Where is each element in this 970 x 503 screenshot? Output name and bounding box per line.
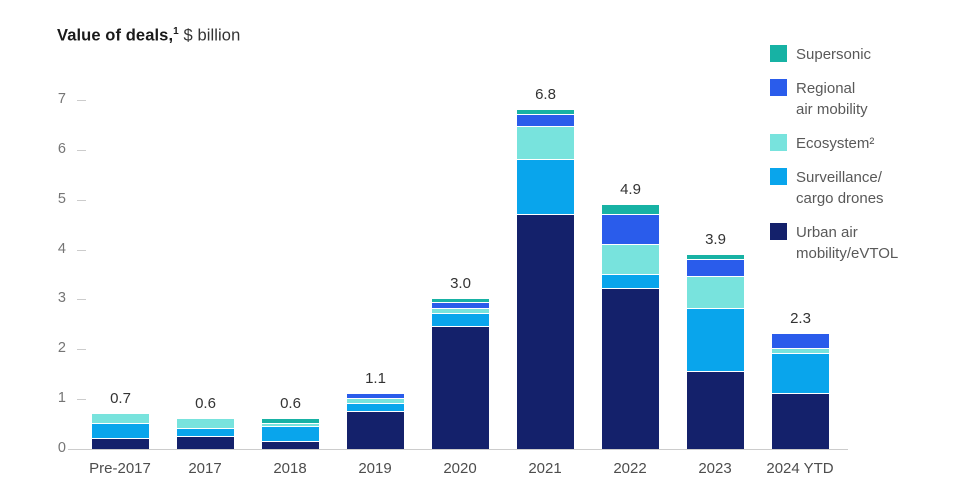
chart-title: Value of deals,1 $ billion bbox=[57, 26, 240, 46]
bar-total-label: 0.6 bbox=[280, 395, 301, 413]
x-axis-label: 2018 bbox=[273, 460, 307, 477]
y-tick-label: 5 bbox=[57, 190, 66, 207]
x-axis-label: 2024 YTD bbox=[766, 460, 834, 477]
bar-segment-ecosystem bbox=[517, 127, 574, 160]
bar-segment-urban bbox=[92, 439, 149, 449]
bar-total-label: 3.9 bbox=[705, 230, 726, 248]
legend-label: Urban air mobility/eVTOL bbox=[796, 224, 899, 262]
legend: Supersonic Regional air mobility Ecosystem… bbox=[770, 44, 898, 264]
y-tick-label: 4 bbox=[57, 240, 66, 257]
bar-segment-supersonic bbox=[602, 204, 659, 215]
legend-item: Urban air mobility/eVTOL bbox=[770, 222, 898, 264]
bar-segment-surveillance bbox=[602, 274, 659, 290]
bar-total-label: 0.7 bbox=[110, 390, 131, 408]
x-axis-label: 2017 bbox=[188, 460, 222, 477]
bar-segment-urban bbox=[517, 214, 574, 449]
y-tick-dash bbox=[77, 349, 86, 351]
bar-segment-regional bbox=[602, 214, 659, 245]
bar-segment-ecosystem bbox=[262, 424, 319, 427]
legend-item: Surveillance/ cargo drones bbox=[770, 167, 898, 209]
bar-segment-urban bbox=[772, 394, 829, 449]
bar-segment-ecosystem bbox=[432, 309, 489, 315]
bar-segment-supersonic bbox=[517, 109, 574, 115]
bar-segment-supersonic bbox=[262, 419, 319, 425]
legend-label: Surveillance/ cargo drones bbox=[796, 169, 884, 207]
legend-label: Supersonic bbox=[796, 46, 872, 63]
bar-segment-regional bbox=[517, 114, 574, 128]
bar-segment-surveillance bbox=[432, 314, 489, 327]
y-tick-label: 3 bbox=[57, 290, 66, 307]
bar-segment-surveillance bbox=[92, 424, 149, 440]
x-axis-label: 2019 bbox=[358, 460, 392, 477]
y-tick-dash bbox=[77, 299, 86, 301]
bar-total-label: 6.8 bbox=[535, 85, 556, 103]
bar-total-label: 0.6 bbox=[195, 395, 216, 413]
bar-segment-ecosystem bbox=[177, 419, 234, 430]
bar-segment-regional bbox=[432, 303, 489, 310]
legend-item: Ecosystem² bbox=[770, 133, 898, 154]
legend-swatch-regional bbox=[770, 79, 787, 96]
bar-segment-regional bbox=[772, 334, 829, 350]
y-tick-dash bbox=[77, 249, 86, 251]
legend-item: Supersonic bbox=[770, 44, 898, 65]
bar-total-label: 2.3 bbox=[790, 310, 811, 328]
y-tick-dash bbox=[77, 199, 86, 201]
y-tick-label: 7 bbox=[57, 91, 66, 107]
x-axis-label: 2023 bbox=[698, 460, 732, 477]
x-axis-label: 2021 bbox=[528, 460, 562, 477]
chart-title-main: Value of deals, bbox=[57, 26, 174, 45]
legend-label: Regional air mobility bbox=[796, 80, 868, 118]
x-axis-label: Pre-2017 bbox=[89, 460, 151, 477]
bar-total-label: 3.0 bbox=[450, 275, 471, 293]
bar-segment-urban bbox=[347, 411, 404, 449]
bar-segment-surveillance bbox=[177, 429, 234, 437]
y-tick-dash bbox=[77, 100, 86, 101]
bar-segment-surveillance bbox=[517, 159, 574, 215]
bar-segment-supersonic bbox=[432, 299, 489, 304]
bar-segment-supersonic bbox=[687, 254, 744, 260]
bar-segment-surveillance bbox=[347, 404, 404, 412]
bar-segment-ecosystem bbox=[602, 244, 659, 275]
y-tick-dash bbox=[77, 399, 86, 401]
y-tick-dash bbox=[77, 149, 86, 151]
bar-segment-regional bbox=[347, 394, 404, 400]
legend-item: Regional air mobility bbox=[770, 78, 898, 120]
footnote-marker: 1 bbox=[173, 26, 179, 37]
y-tick-label: 2 bbox=[57, 340, 66, 357]
bar-total-label: 4.9 bbox=[620, 180, 641, 198]
x-axis-label: 2020 bbox=[443, 460, 477, 477]
bar-segment-ecosystem bbox=[92, 414, 149, 425]
legend-label: Ecosystem² bbox=[796, 135, 875, 152]
legend-swatch-surveillance bbox=[770, 168, 787, 185]
y-tick-label: 6 bbox=[57, 140, 66, 157]
bar-segment-surveillance bbox=[687, 309, 744, 372]
bar-segment-ecosystem bbox=[347, 399, 404, 405]
y-tick-label: 0 bbox=[57, 440, 66, 456]
chart-title-unit: $ billion bbox=[178, 26, 241, 45]
legend-swatch-urban bbox=[770, 223, 787, 240]
bar-segment-urban bbox=[432, 326, 489, 449]
x-axis-label: 2022 bbox=[613, 460, 647, 477]
x-axis-line bbox=[68, 449, 848, 450]
legend-swatch-ecosystem bbox=[770, 134, 787, 151]
y-tick-label: 1 bbox=[57, 390, 66, 407]
legend-swatch-supersonic bbox=[770, 45, 787, 62]
bar-segment-surveillance bbox=[262, 426, 319, 442]
bar-segment-urban bbox=[602, 289, 659, 449]
bar-segment-regional bbox=[687, 259, 744, 277]
bar-total-label: 1.1 bbox=[365, 370, 386, 388]
bar-segment-surveillance bbox=[772, 354, 829, 395]
bar-segment-ecosystem bbox=[687, 277, 744, 310]
bar-segment-urban bbox=[177, 436, 234, 449]
bar-segment-urban bbox=[262, 441, 319, 449]
bar-segment-ecosystem bbox=[772, 349, 829, 355]
bar-segment-urban bbox=[687, 371, 744, 449]
